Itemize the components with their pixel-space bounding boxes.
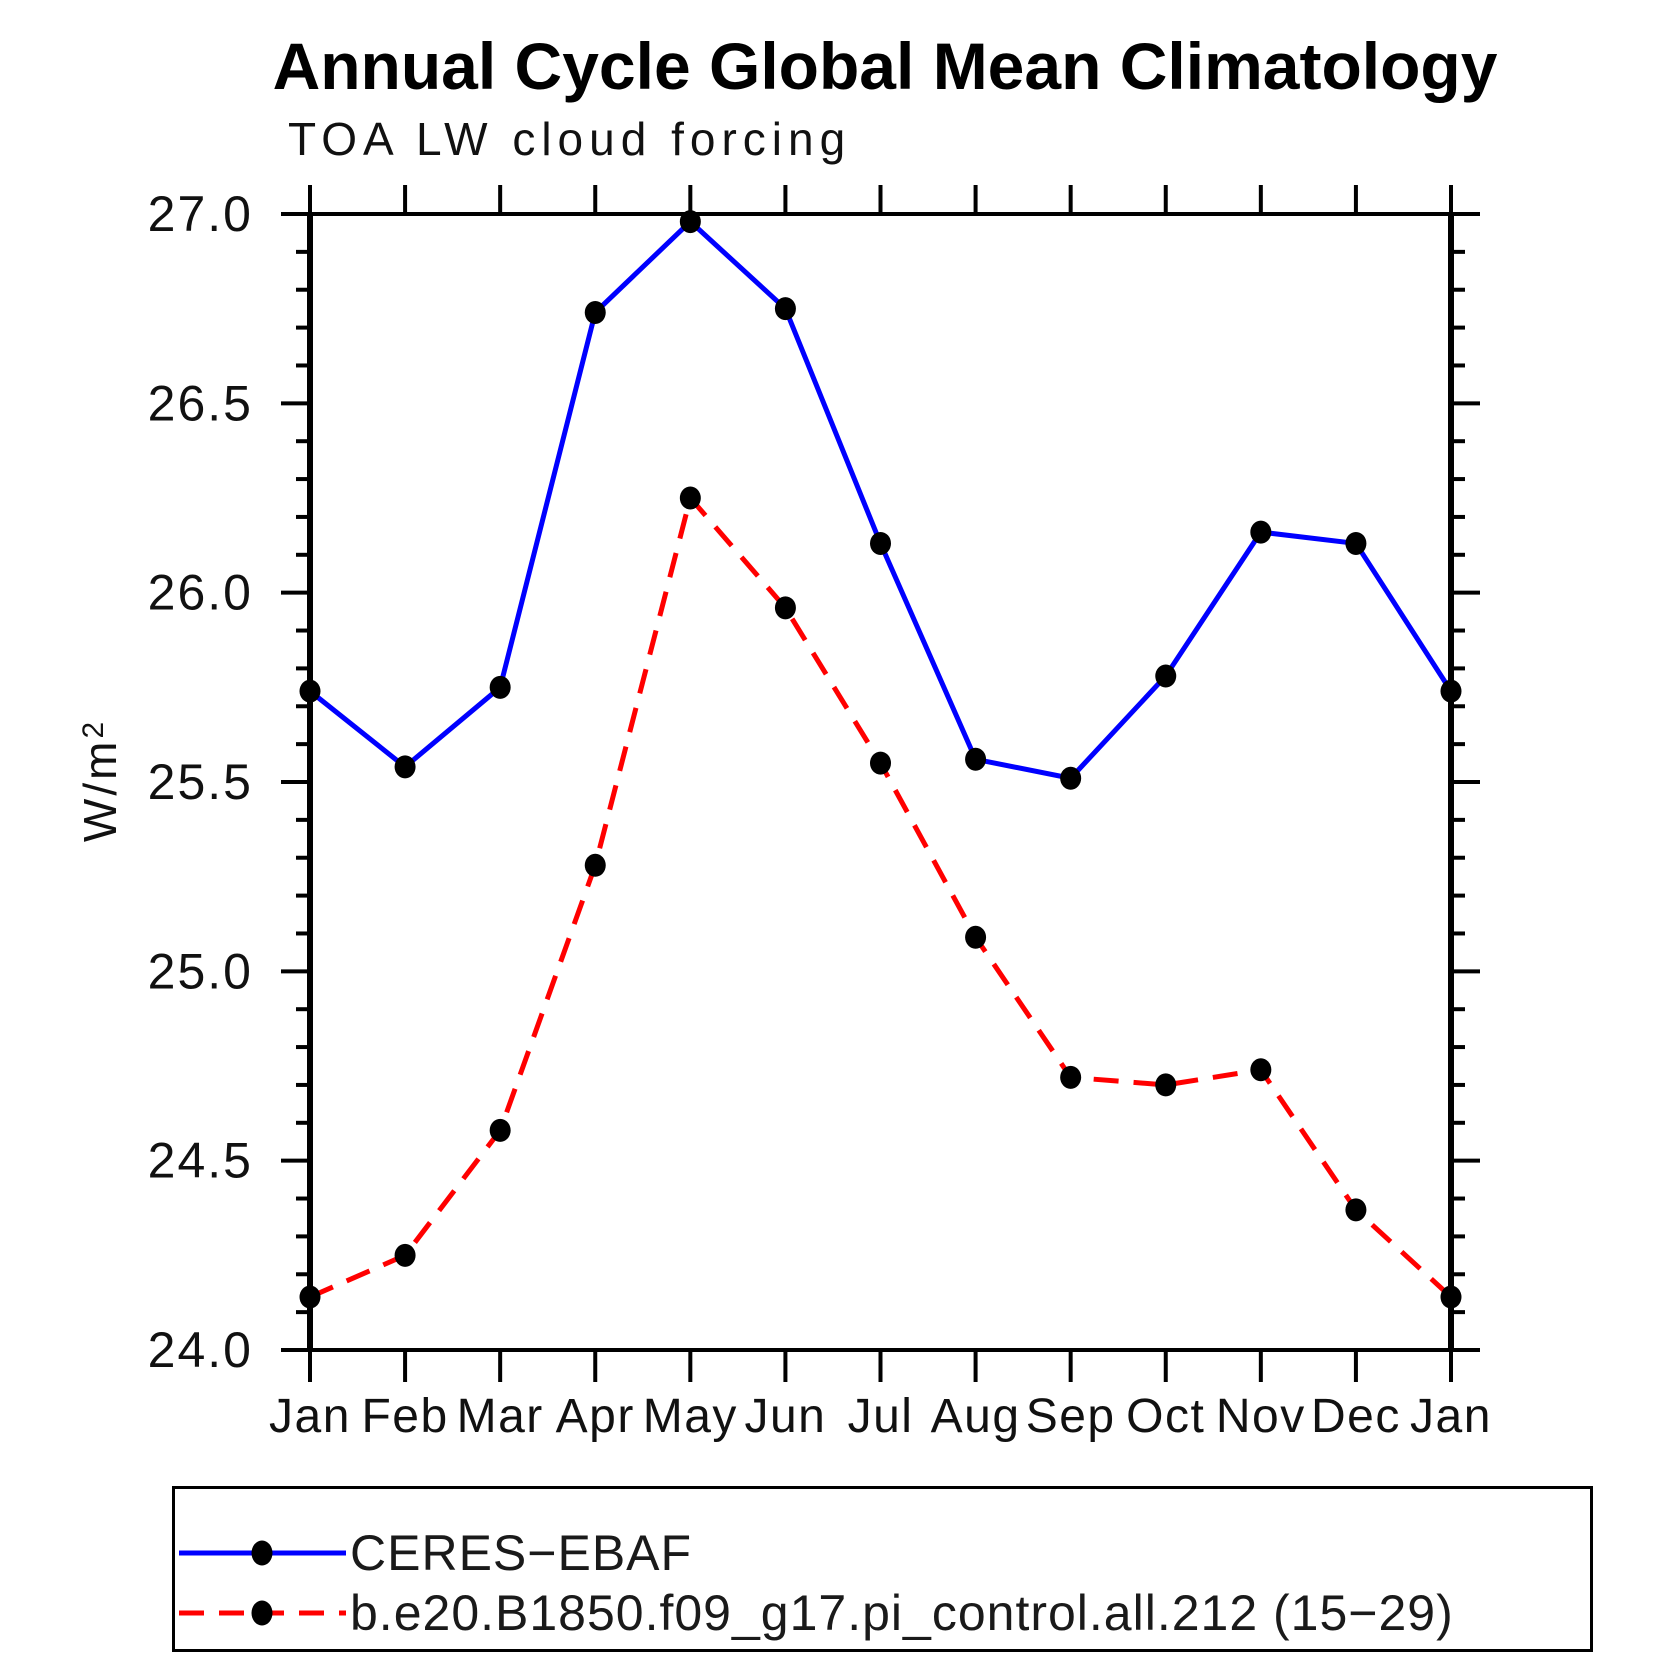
data-point-model-run-apr-3 (584, 853, 606, 877)
legend-sample-marker (251, 1600, 273, 1626)
plot-frame (308, 212, 1453, 1352)
data-point-ceres-ebaf-jul-6 (870, 531, 891, 555)
series-line-model-run (308, 492, 1453, 1300)
series-line-ceres-ebaf (308, 218, 1454, 781)
chart-subtitle: TOA LW cloud forcing (288, 113, 852, 165)
x-tick-label: Jan (1410, 1390, 1492, 1443)
y-tick-label: 26.5 (148, 375, 253, 431)
x-tick-label: Nov (1216, 1390, 1306, 1443)
data-point-model-run-oct-9 (1155, 1073, 1177, 1097)
legend-box: CERES−EBAF b.e20.B1850.f09_g17.pi_contro… (172, 1486, 1593, 1652)
data-point-model-run-feb-1 (394, 1243, 416, 1267)
data-point-ceres-ebaf-jan-0 (299, 679, 321, 703)
x-tick-label: Dec (1311, 1390, 1401, 1443)
legend-label-model-run: b.e20.B1850.f09_g17.pi_control.all.212 (… (350, 1585, 1454, 1641)
x-tick-label: Jun (744, 1390, 826, 1443)
legend-line-sample-ceres-ebaf (179, 1540, 346, 1566)
legend-sample-marker (251, 1540, 273, 1566)
y-tick-label: 25.5 (148, 754, 253, 810)
data-point-ceres-ebaf-sep-8 (1060, 766, 1082, 790)
x-tick-label: Apr (556, 1390, 635, 1443)
x-tick-label: Sep (1026, 1390, 1116, 1443)
x-tick-label: Jan (269, 1390, 351, 1443)
x-tick-label: May (643, 1390, 738, 1443)
legend-entry-model-run: b.e20.B1850.f09_g17.pi_control.all.212 (… (175, 1577, 1454, 1649)
data-point-ceres-ebaf-dec-11 (1345, 531, 1367, 555)
data-point-ceres-ebaf-feb-1 (394, 755, 416, 779)
data-point-model-run-jun-5 (774, 596, 796, 620)
x-tick-label: Oct (1126, 1390, 1205, 1443)
chart-title: Annual Cycle Global Mean Climatology (272, 29, 1498, 103)
x-tick-label: Aug (931, 1390, 1021, 1443)
legend-label-ceres-ebaf: CERES−EBAF (350, 1525, 693, 1581)
x-tick-label: Jul (848, 1390, 914, 1443)
y-tick-label: 25.0 (148, 943, 253, 999)
legend-line-sample-model-run (179, 1600, 346, 1626)
y-tick-label: 27.0 (148, 186, 253, 242)
x-tick-label: Mar (457, 1390, 544, 1443)
data-point-model-run-aug-7 (965, 925, 987, 949)
y-tick-label: 24.5 (148, 1133, 253, 1189)
data-point-model-run-jan-12 (1440, 1285, 1462, 1309)
data-point-ceres-ebaf-apr-3 (584, 300, 606, 324)
y-tick-label: 24.0 (148, 1322, 253, 1378)
data-point-model-run-jan-0 (299, 1285, 321, 1309)
data-point-ceres-ebaf-mar-2 (489, 675, 511, 699)
legend-entry-ceres-ebaf: CERES−EBAF (175, 1517, 692, 1589)
data-point-model-run-sep-8 (1060, 1065, 1082, 1089)
data-point-model-run-dec-11 (1345, 1198, 1367, 1222)
data-point-model-run-nov-10 (1250, 1058, 1272, 1082)
data-point-ceres-ebaf-jun-5 (774, 297, 796, 321)
data-point-ceres-ebaf-jan-12 (1440, 679, 1462, 703)
y-tick-label: 26.0 (148, 565, 253, 621)
x-tick-label: Feb (361, 1390, 448, 1443)
data-point-model-run-jul-6 (870, 751, 891, 775)
data-point-model-run-may-4 (679, 486, 701, 510)
data-point-ceres-ebaf-aug-7 (965, 747, 987, 771)
data-point-ceres-ebaf-may-4 (679, 210, 701, 234)
data-point-ceres-ebaf-oct-9 (1155, 664, 1177, 688)
data-point-model-run-mar-2 (489, 1118, 511, 1142)
data-point-ceres-ebaf-nov-10 (1250, 520, 1272, 544)
